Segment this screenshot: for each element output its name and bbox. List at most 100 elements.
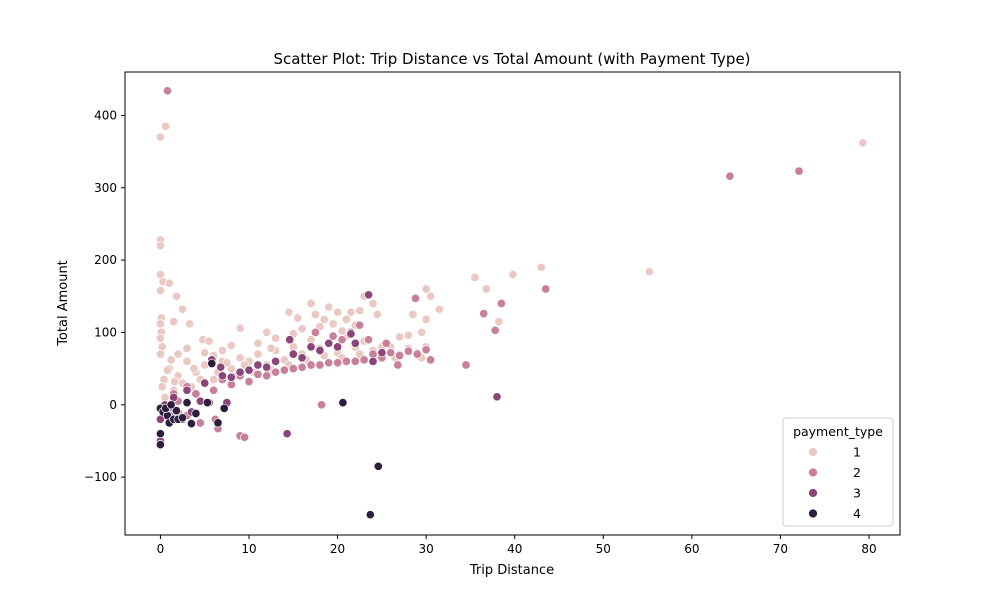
scatter-point-type-3 xyxy=(200,378,210,388)
scatter-point-type-2 xyxy=(262,371,272,381)
scatter-point-type-1 xyxy=(368,298,378,309)
scatter-point-type-2 xyxy=(403,346,413,356)
scatter-point-type-3 xyxy=(253,360,263,370)
scatter-point-type-2 xyxy=(421,345,431,355)
scatter-point-type-3 xyxy=(350,338,360,348)
scatter-point-type-1 xyxy=(171,291,181,301)
scatter-point-type-1 xyxy=(284,307,294,317)
scatter-point-type-1 xyxy=(161,121,171,131)
scatter-point-type-4 xyxy=(219,403,229,413)
scatter-point-type-1 xyxy=(185,319,195,329)
scatter-point-type-2 xyxy=(317,400,327,410)
scatter-point-type-2 xyxy=(496,298,506,309)
scatter-point-type-2 xyxy=(341,356,351,366)
scatter-point-type-2 xyxy=(315,360,325,370)
scatter-point-type-1 xyxy=(155,333,165,343)
y-tick-label: −100 xyxy=(84,470,117,484)
scatter-point-type-4 xyxy=(365,510,375,520)
scatter-point-type-1 xyxy=(235,353,245,363)
scatter-point-type-1 xyxy=(644,267,654,277)
legend-marker-4 xyxy=(808,508,818,519)
y-axis-label: Total Amount xyxy=(56,260,71,347)
scatter-point-type-1 xyxy=(395,332,405,342)
scatter-point-type-1 xyxy=(262,327,272,337)
scatter-point-type-2 xyxy=(297,362,307,372)
scatter-point-type-1 xyxy=(403,330,413,340)
scatter-point-type-2 xyxy=(393,360,403,370)
x-tick-label: 50 xyxy=(596,542,611,556)
y-tick-label: 100 xyxy=(94,325,117,339)
scatter-point-type-4 xyxy=(186,419,196,429)
scatter-point-type-3 xyxy=(315,345,325,356)
scatter-point-type-1 xyxy=(417,327,427,337)
scatter-point-type-2 xyxy=(479,309,489,319)
scatter-point-type-2 xyxy=(310,327,320,337)
x-tick-label: 80 xyxy=(861,542,876,556)
scatter-point-type-2 xyxy=(337,335,347,345)
x-tick-label: 40 xyxy=(507,542,522,556)
scatter-point-type-1 xyxy=(226,340,236,351)
scatter-point-type-4 xyxy=(207,358,217,369)
y-axis-ticks: −100 0 100 200 300 400 xyxy=(84,108,125,484)
x-tick-label: 10 xyxy=(241,542,256,556)
y-tick-label: 200 xyxy=(94,253,117,267)
scatter-point-type-1 xyxy=(337,326,347,336)
scatter-point-type-3 xyxy=(244,365,254,375)
plot-area-frame xyxy=(124,71,901,536)
scatter-point-type-2 xyxy=(490,325,500,335)
scatter-point-type-3 xyxy=(377,348,387,358)
scatter-point-type-2 xyxy=(794,166,804,176)
points-layer xyxy=(155,86,868,520)
scatter-point-type-1 xyxy=(858,138,868,148)
scatter-point-type-2 xyxy=(288,364,298,374)
legend-label-4: 4 xyxy=(853,506,861,521)
scatter-point-type-2 xyxy=(209,385,219,395)
scatter-point-type-2 xyxy=(328,331,338,341)
scatter-point-type-1 xyxy=(293,313,303,323)
scatter-point-type-1 xyxy=(253,349,263,359)
scatter-point-type-4 xyxy=(213,418,223,428)
scatter-point-type-2 xyxy=(240,432,250,442)
scatter-point-type-2 xyxy=(725,171,735,181)
scatter-point-type-4 xyxy=(202,398,212,408)
scatter-point-type-3 xyxy=(288,349,298,359)
x-tick-label: 20 xyxy=(330,542,345,556)
scatter-point-type-3 xyxy=(271,356,281,366)
scatter-point-type-2 xyxy=(324,358,334,368)
scatter-point-type-3 xyxy=(182,385,192,395)
scatter-point-type-1 xyxy=(266,343,276,353)
scatter-point-type-2 xyxy=(355,320,365,330)
legend: payment_type 1 2 3 4 xyxy=(782,417,894,527)
scatter-point-type-1 xyxy=(421,284,431,294)
scatter-point-type-3 xyxy=(364,290,374,300)
scatter-point-type-1 xyxy=(235,323,245,333)
scatter-point-type-2 xyxy=(386,348,396,358)
scatter-point-type-1 xyxy=(182,343,192,353)
scatter-point-type-1 xyxy=(355,306,365,316)
scatter-point-type-1 xyxy=(155,285,165,296)
scatter-point-type-3 xyxy=(492,392,502,402)
scatter-point-type-4 xyxy=(155,440,165,450)
scatter-point-type-1 xyxy=(182,356,192,366)
scatter-point-type-3 xyxy=(346,329,356,339)
scatter-point-type-3 xyxy=(306,342,316,352)
scatter-point-type-4 xyxy=(182,398,192,408)
scatter-point-type-2 xyxy=(412,349,422,359)
scatter-point-type-3 xyxy=(282,429,292,439)
scatter-point-type-1 xyxy=(200,348,210,358)
y-tick-label: 400 xyxy=(94,108,117,122)
scatter-point-type-2 xyxy=(359,355,369,365)
scatter-point-type-1 xyxy=(155,349,165,359)
scatter-point-type-1 xyxy=(271,333,281,343)
scatter-point-type-1 xyxy=(169,317,179,327)
legend-marker-2 xyxy=(808,467,818,478)
scatter-point-type-2 xyxy=(195,418,205,428)
x-axis-label: Trip Distance xyxy=(469,563,554,578)
scatter-point-type-2 xyxy=(395,351,405,361)
scatter-point-type-3 xyxy=(333,342,343,352)
scatter-point-type-1 xyxy=(470,272,480,283)
scatter-point-type-2 xyxy=(333,358,343,368)
scatter-point-type-3 xyxy=(324,338,334,348)
x-tick-label: 70 xyxy=(773,542,788,556)
